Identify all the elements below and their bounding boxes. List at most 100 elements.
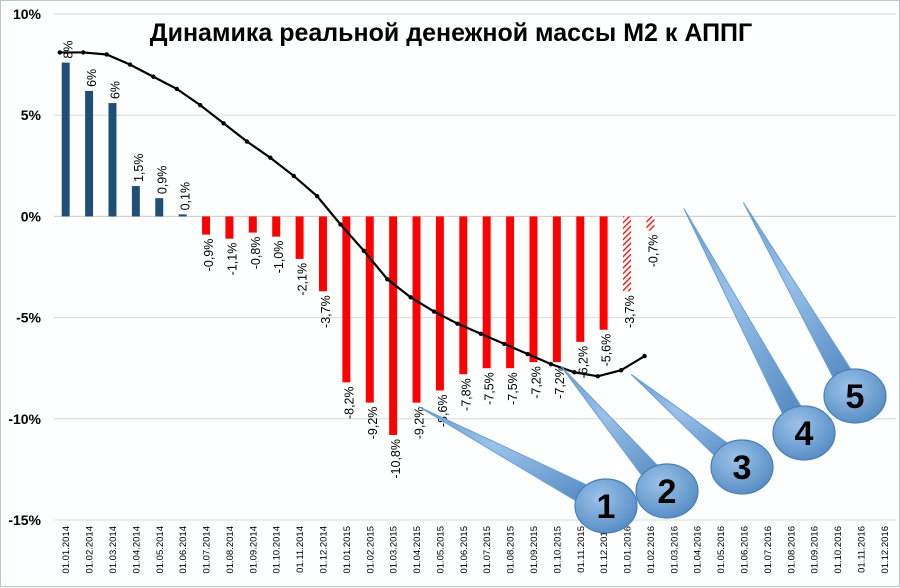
bar [248, 216, 257, 233]
x-tick-label: 01.11.2014 [295, 526, 306, 573]
trend-point [291, 173, 296, 179]
callout-bubble [772, 405, 836, 461]
x-tick-label: 01.03.2016 [669, 526, 680, 574]
y-tick-label: -10% [8, 411, 41, 427]
data-label: -7,2% [553, 366, 567, 399]
callout-bubble [635, 463, 699, 519]
bar [61, 62, 70, 217]
bar [552, 216, 561, 363]
trend-point [57, 50, 63, 55]
data-label: -3,7% [319, 295, 333, 328]
trend-point [525, 351, 530, 357]
x-tick-label: 01.07.2015 [482, 526, 493, 574]
bar [506, 216, 515, 369]
callout-bubble [574, 478, 638, 534]
x-tick-label: 01.02.2016 [646, 526, 657, 574]
trend-point [244, 139, 250, 144]
callout-number: 5 [846, 378, 865, 416]
data-label: -0,7% [646, 235, 660, 268]
trend-point [174, 86, 179, 92]
data-label: -2,1% [296, 263, 310, 296]
bar [225, 216, 234, 239]
trend-point [151, 74, 156, 79]
bar [646, 216, 655, 231]
data-label: 6% [108, 81, 122, 99]
bar [108, 103, 117, 217]
data-labels-layer: 8% 6% 6% 1,5% 0,9% 0,1% -0,9% -1,1% -0,8% -1,0% -2… [62, 40, 661, 478]
data-label: -7,5% [506, 372, 520, 405]
data-label: 6% [85, 69, 99, 87]
data-label: -7,2% [529, 366, 543, 399]
x-tick-label: 01.06.2014 [178, 526, 189, 574]
bar [599, 216, 608, 330]
x-tick-label: 01.12.2016 [880, 526, 891, 574]
bar [131, 186, 140, 217]
callout-number: 2 [658, 473, 677, 511]
bar [155, 198, 164, 217]
data-label: 8% [62, 40, 76, 58]
data-label: -3,7% [623, 295, 637, 328]
trend-point [81, 50, 86, 55]
x-tick-label: 01.12.2015 [599, 526, 610, 574]
x-tick-label: 01.06.2015 [459, 526, 470, 574]
x-tick-label: 01.03.2015 [389, 526, 400, 574]
trend-line-layer [57, 50, 647, 379]
trend-point [314, 193, 320, 199]
bar [342, 216, 351, 383]
trend-point [618, 368, 624, 373]
data-label: -0,8% [249, 237, 263, 270]
x-tick-label: 01.08.2015 [506, 526, 517, 574]
x-tick-label: 01.04.2016 [693, 526, 704, 574]
x-axis-layer: 01.01.2014 01.02.2014 01.03.2014 01.04.2014… [61, 526, 891, 574]
data-label: -1,0% [272, 241, 286, 274]
bar [202, 216, 211, 235]
trend-point [642, 353, 647, 359]
bar [435, 216, 444, 391]
bar [576, 216, 585, 342]
x-tick-label: 01.01.2015 [342, 526, 353, 574]
data-label: -7,8% [459, 378, 473, 411]
callout-number: 4 [795, 415, 814, 453]
x-tick-label: 01.05.2015 [435, 526, 446, 574]
data-label: -10,8% [389, 439, 403, 479]
x-tick-label: 01.07.2016 [763, 526, 774, 574]
data-label: -7,5% [483, 372, 497, 405]
y-tick-label: 10% [13, 6, 42, 22]
x-tick-label: 01.08.2016 [786, 526, 797, 574]
trend-point [548, 361, 554, 367]
x-tick-label: 01.03.2014 [108, 526, 119, 574]
bar [178, 214, 187, 217]
data-label: -5,6% [600, 334, 614, 367]
x-tick-label: 01.02.2015 [365, 526, 376, 574]
trend-point [595, 374, 600, 379]
trend-point [221, 121, 226, 126]
data-label: -1,1% [225, 243, 239, 276]
data-label: 0,9% [155, 166, 169, 195]
y-tick-label: 0% [21, 208, 42, 224]
x-tick-label: 01.11.2015 [576, 526, 587, 573]
bar [272, 216, 281, 237]
trend-point [197, 102, 203, 108]
data-label: -8,2% [342, 386, 356, 419]
x-tick-label: 01.02.2014 [85, 526, 96, 574]
trend-point [478, 331, 484, 336]
x-tick-label: 01.06.2016 [739, 526, 750, 574]
callout-pointer [683, 208, 815, 439]
trend-line [59, 51, 646, 378]
trend-point [385, 276, 390, 282]
bar [459, 216, 468, 375]
x-tick-label: 01.04.2015 [412, 526, 423, 574]
x-tick-label: 01.09.2016 [810, 526, 821, 574]
trend-point [268, 155, 273, 160]
x-tick-label: 01.11.2016 [856, 526, 867, 573]
bar [365, 216, 374, 403]
data-label: 1,5% [132, 154, 146, 183]
data-label: -6,2% [576, 346, 590, 379]
callout-number: 3 [733, 449, 752, 487]
trend-point [104, 52, 109, 57]
data-label: -9,2% [366, 407, 380, 440]
y-tick-label: 5% [21, 107, 42, 123]
bar [295, 216, 304, 259]
